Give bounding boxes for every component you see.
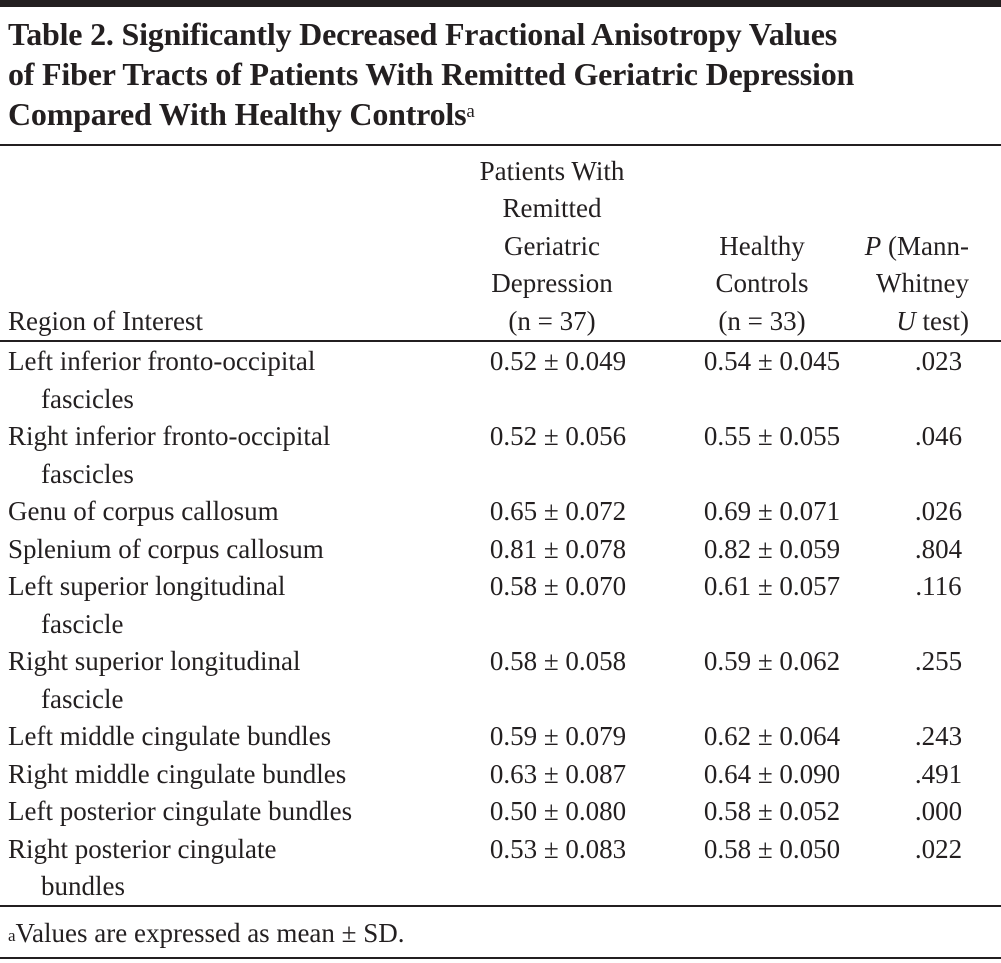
controls-cell: 0.64 ± 0.090 [703,758,841,789]
table-row: Splenium of corpus callosum 0.81 ± 0.078 0… [0,531,1001,569]
region-label: Genu of corpus callosum [8,496,279,526]
region-label: Right superior longitudinal [8,646,301,676]
data-table: Left inferior fronto-occipital fascicles 0… [0,343,1001,906]
patients-cell: 0.81 ± 0.078 [489,533,627,564]
controls-cell: 0.58 ± 0.052 [703,796,841,826]
region-label: fascicle [41,608,124,639]
region-label: Left superior longitudinal [8,571,286,601]
title-line: Compared With Healthy Controls [8,96,467,132]
table-row: Genu of corpus callosum 0.65 ± 0.072 0.69 … [0,493,1001,531]
region-label: Left posterior cingulate bundles [8,796,353,826]
region-label: fascicles [41,383,134,414]
table-row: Right posterior cingulate bundles 0.53 ± 0… [0,831,1001,906]
p-cell: .255 [914,646,963,676]
patients-cell: 0.52 ± 0.056 [489,421,627,451]
controls-cell: 0.82 ± 0.059 [703,533,841,564]
region-cell: Left middle cingulate bundles [0,718,448,756]
header-region: Region of Interest [8,305,203,336]
table-header: Region of Interest Patients With Remitted… [0,152,1001,340]
patients-cell: 0.50 ± 0.080 [489,796,627,826]
header-rule [0,340,1001,342]
patients-cell: 0.58 ± 0.058 [489,646,627,676]
controls-cell: 0.69 ± 0.071 [703,496,841,526]
table-bottom-rule [0,905,1001,907]
patients-cell: 0.53 ± 0.083 [489,833,627,864]
p-cell: .023 [914,346,963,376]
title-line: Table 2. Significantly Decreased Fractio… [8,16,838,52]
table-row: Left superior longitudinal fascicle 0.58 ±… [0,568,1001,643]
top-rule [0,0,1001,7]
footnote-marker: a [466,101,475,122]
p-cell: .804 [914,533,963,564]
region-label: Right middle cingulate bundles [8,758,347,789]
region-cell: Right middle cingulate bundles [0,756,448,794]
region-label: Left inferior fronto-occipital [8,346,316,376]
table-row: Right superior longitudinal fascicle 0.58 … [0,643,1001,718]
region-label: Right posterior cingulate [8,833,277,864]
patients-cell: 0.52 ± 0.049 [489,346,627,376]
region-cell: Left superior longitudinal fascicle [0,568,448,643]
table-title: Table 2. Significantly Decreased Fractio… [8,14,998,134]
table-row: Left inferior fronto-occipital fascicles 0… [0,343,1001,418]
patients-cell: 0.65 ± 0.072 [489,496,627,526]
p-cell: .000 [914,796,963,826]
controls-cell: 0.59 ± 0.062 [703,646,841,676]
region-cell: Right posterior cingulate bundles [0,831,448,906]
region-cell: Left inferior fronto-occipital fascicles [0,343,448,418]
region-label: Splenium of corpus callosum [8,533,324,564]
region-cell: Genu of corpus callosum [0,493,448,531]
header-p: P (Mann- Whitney U test) [864,230,969,336]
patients-cell: 0.63 ± 0.087 [489,758,627,789]
region-cell: Right superior longitudinal fascicle [0,643,448,718]
p-cell: .022 [914,833,963,864]
patients-cell: 0.59 ± 0.079 [489,721,627,751]
region-cell: Right inferior fronto-occipital fascicles [0,418,448,493]
controls-cell: 0.61 ± 0.057 [703,571,841,601]
region-cell: Left posterior cingulate bundles [0,793,448,831]
p-cell: .046 [914,421,963,451]
controls-cell: 0.54 ± 0.045 [703,346,841,376]
header-patients: Patients With Remitted Geriatric Depression… [479,155,625,336]
region-label: fascicle [41,683,124,714]
region-label: Left middle cingulate bundles [8,721,332,751]
controls-cell: 0.55 ± 0.055 [703,421,841,451]
header-controls: Healthy Controls (n = 33) [715,230,809,336]
table-row: Left middle cingulate bundles 0.59 ± 0.07… [0,718,1001,756]
table-row: Left posterior cingulate bundles 0.50 ± 0… [0,793,1001,831]
controls-cell: 0.58 ± 0.050 [703,833,841,864]
bottom-rule [0,957,1001,959]
region-label: bundles [41,871,125,901]
footnote: aValues are expressed as mean ± SD. [8,918,405,948]
title-line: of Fiber Tracts of Patients With Remitte… [8,56,855,92]
patients-cell: 0.58 ± 0.070 [489,571,627,601]
table-row: Right middle cingulate bundles 0.63 ± 0.0… [0,756,1001,794]
region-label: fascicles [41,458,134,489]
region-label: Right inferior fronto-occipital [8,421,331,451]
p-cell: .026 [914,496,963,526]
region-cell: Splenium of corpus callosum [0,531,448,569]
p-cell: .243 [914,721,963,751]
controls-cell: 0.62 ± 0.064 [703,721,841,751]
title-rule [0,144,1001,146]
table-row: Right inferior fronto-occipital fascicles… [0,418,1001,493]
p-cell: .491 [914,758,963,789]
p-cell: .116 [915,571,962,601]
